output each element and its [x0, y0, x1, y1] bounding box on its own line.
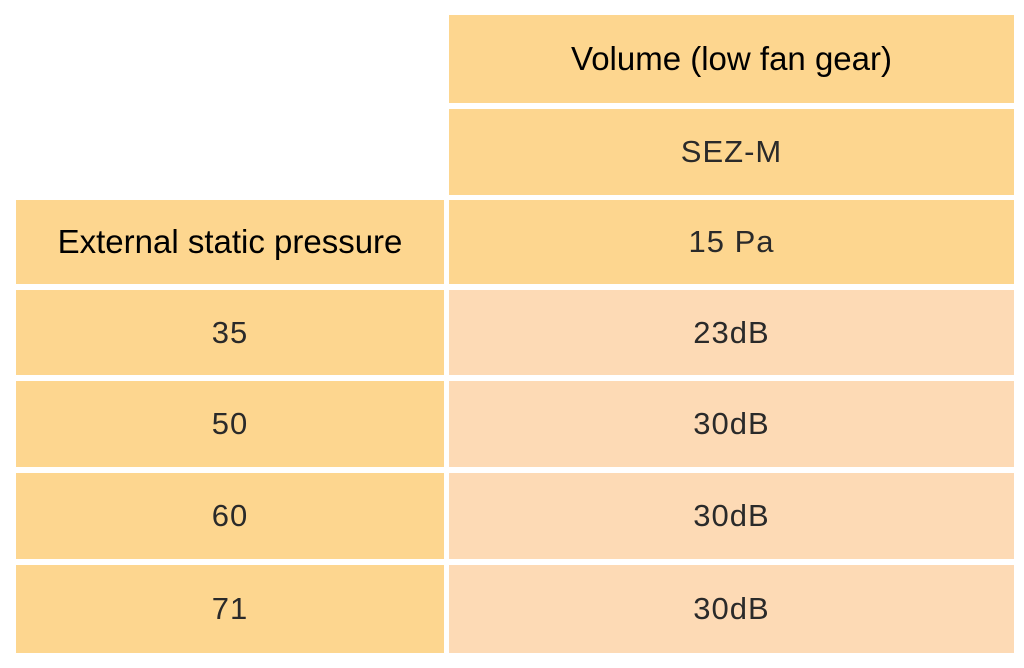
volume-value: 30dB — [693, 591, 770, 626]
pressure-value: 35 — [211, 314, 249, 350]
header-volume-text: Volume (low fan gear) — [571, 40, 892, 77]
table-row-pressure: 60 — [16, 473, 444, 559]
table-row-volume: 30dB — [449, 565, 1014, 653]
table-row-volume: 30dB — [449, 381, 1014, 467]
table-row-pressure: 35 — [16, 290, 444, 375]
row-header-label-text: External static pressure — [57, 223, 403, 260]
volume-value: 30dB — [693, 498, 770, 533]
volume-value: 30dB — [693, 406, 770, 441]
header-model: SEZ-M — [449, 109, 1014, 195]
table-row-pressure: 50 — [16, 381, 444, 467]
pressure-value: 60 — [211, 498, 249, 533]
pressure-value: 71 — [211, 591, 249, 626]
table-row-volume: 23dB — [449, 290, 1014, 375]
header-model-text: SEZ-M — [680, 134, 783, 169]
volume-value: 23dB — [693, 314, 770, 350]
row-header-label: External static pressure — [16, 200, 444, 284]
row-header-value-text: 15 Pa — [688, 224, 775, 259]
header-volume: Volume (low fan gear) — [449, 15, 1014, 103]
table-row-volume: 30dB — [449, 473, 1014, 559]
pressure-value: 50 — [211, 406, 249, 441]
row-header-value: 15 Pa — [449, 200, 1014, 284]
table-row-pressure: 71 — [16, 565, 444, 653]
